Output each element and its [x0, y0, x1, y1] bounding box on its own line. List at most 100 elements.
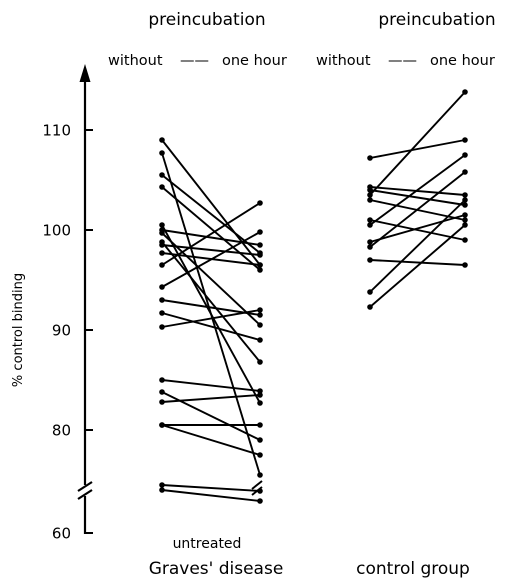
group2-point-3-one-hour — [462, 202, 468, 208]
group1-pair-line-20 — [161, 424, 261, 456]
group2-pair-line-10 — [369, 259, 466, 266]
group2-point-4-one-hour — [462, 89, 468, 95]
series-break-mark — [251, 480, 263, 496]
group1-point-15-without — [159, 324, 165, 330]
group1-point-4-without — [159, 184, 165, 190]
group2-header: preincubation — [378, 10, 495, 30]
y-tick-label-100: 100 — [42, 222, 71, 240]
group1-pair-line-11 — [161, 202, 261, 266]
group1-point-11-without — [159, 262, 165, 268]
group1-point-2-one-hour — [257, 472, 263, 478]
group1-point-10-without — [159, 250, 165, 256]
y-ticks: 110 100 90 80 60 — [42, 122, 93, 543]
group2-pair-line-1 — [369, 139, 466, 159]
group2-point-9-without — [367, 244, 373, 250]
group2-pair-line-11 — [369, 199, 466, 293]
y-tick-label-110: 110 — [42, 122, 71, 140]
group1-point-9-one-hour — [257, 252, 263, 258]
group1-pair-line-9 — [161, 244, 261, 256]
group2-point-1-without — [367, 155, 373, 161]
group1-pair-line-15 — [161, 309, 261, 328]
group1-pair-line-5 — [161, 224, 261, 404]
group2-point-8-one-hour — [462, 212, 468, 218]
group1-point-9-without — [159, 242, 165, 248]
group2-name: control group — [356, 559, 470, 578]
group2-pair-line-4 — [369, 91, 466, 196]
group1-name: Graves' disease — [149, 559, 284, 578]
group1-point-16-without — [159, 377, 165, 383]
group2-without-label: without — [316, 53, 371, 69]
y-tick-label-90: 90 — [52, 322, 71, 340]
group2-point-5-without — [367, 197, 373, 203]
group1-point-20-without — [159, 422, 165, 428]
group1-point-14-one-hour — [257, 337, 263, 343]
group2-pair-line-7 — [369, 154, 466, 226]
group2-point-5-one-hour — [462, 217, 468, 223]
group1-header: preincubation — [148, 10, 265, 30]
group2-point-11-without — [367, 289, 373, 295]
group1-point-14-without — [159, 310, 165, 316]
group1-point-13-without — [159, 297, 165, 303]
group1-pair-line-12 — [161, 231, 261, 288]
group1-point-12-without — [159, 284, 165, 290]
group1-point-5-one-hour — [257, 400, 263, 406]
group1-point-21-without — [159, 482, 165, 488]
group1-pair-line-18 — [161, 394, 261, 403]
group2-point-8-without — [367, 239, 373, 245]
group2-pair-line-12 — [369, 224, 466, 308]
group1-pair-line-1 — [161, 139, 261, 266]
y-axis — [77, 64, 93, 534]
group1-without-label: without — [108, 53, 163, 69]
group1-point-22-without — [159, 487, 165, 493]
group1-point-10-one-hour — [257, 262, 263, 268]
y-tick-label-60: 60 — [52, 525, 71, 543]
group1-point-17-one-hour — [257, 437, 263, 443]
group2-point-9-one-hour — [462, 169, 468, 175]
group1-pair-line-7 — [161, 232, 261, 326]
group1-point-19-one-hour — [257, 422, 263, 428]
group2-point-10-without — [367, 257, 373, 263]
group2-point-7-one-hour — [462, 152, 468, 158]
group2-pair-line-6 — [369, 219, 466, 241]
group1-point-8-one-hour — [257, 359, 263, 365]
group1-point-6-one-hour — [257, 242, 263, 248]
group2-pair-line-8 — [369, 214, 466, 243]
group1-pair-line-16 — [161, 379, 261, 392]
group1-point-13-one-hour — [257, 312, 263, 318]
group2-point-1-one-hour — [462, 137, 468, 143]
group2-point-3-without — [367, 187, 373, 193]
group1-pair-line-3 — [161, 174, 261, 254]
group1-pair-line-21 — [161, 484, 261, 492]
group1-pair-line-22 — [161, 489, 261, 502]
group1-point-18-without — [159, 399, 165, 405]
group1-point-5-without — [159, 222, 165, 228]
group2-pair-line-3 — [369, 189, 466, 206]
group1-point-3-without — [159, 172, 165, 178]
group2-point-2-one-hour — [462, 192, 468, 198]
group1-dash: —— — [180, 53, 209, 69]
group1-pair-line-8 — [161, 241, 261, 363]
group1-one-hour-label: one hour — [222, 53, 287, 69]
group1-note: untreated — [173, 536, 242, 552]
group1-point-22-one-hour — [257, 498, 263, 504]
group2-dash: —— — [388, 53, 417, 69]
group1-point-12-one-hour — [257, 229, 263, 235]
group1-point-2-without — [159, 150, 165, 156]
group1-pair-line-4 — [161, 186, 261, 271]
data-pairs — [159, 89, 468, 504]
group2-point-12-without — [367, 304, 373, 310]
group1-pair-line-14 — [161, 312, 261, 341]
group1-pair-line-6 — [161, 229, 261, 246]
group1-point-1-without — [159, 137, 165, 143]
group1-point-7-without — [159, 230, 165, 236]
group2-point-6-without — [367, 217, 373, 223]
group2-point-6-one-hour — [462, 237, 468, 243]
group2-point-12-one-hour — [462, 222, 468, 228]
group1-point-4-one-hour — [257, 267, 263, 273]
group1-point-11-one-hour — [257, 200, 263, 206]
y-tick-label-80: 80 — [52, 422, 71, 440]
y-axis-break-mark-1 — [77, 481, 93, 492]
y-axis-arrow — [79, 64, 91, 82]
group1-point-18-one-hour — [257, 392, 263, 398]
